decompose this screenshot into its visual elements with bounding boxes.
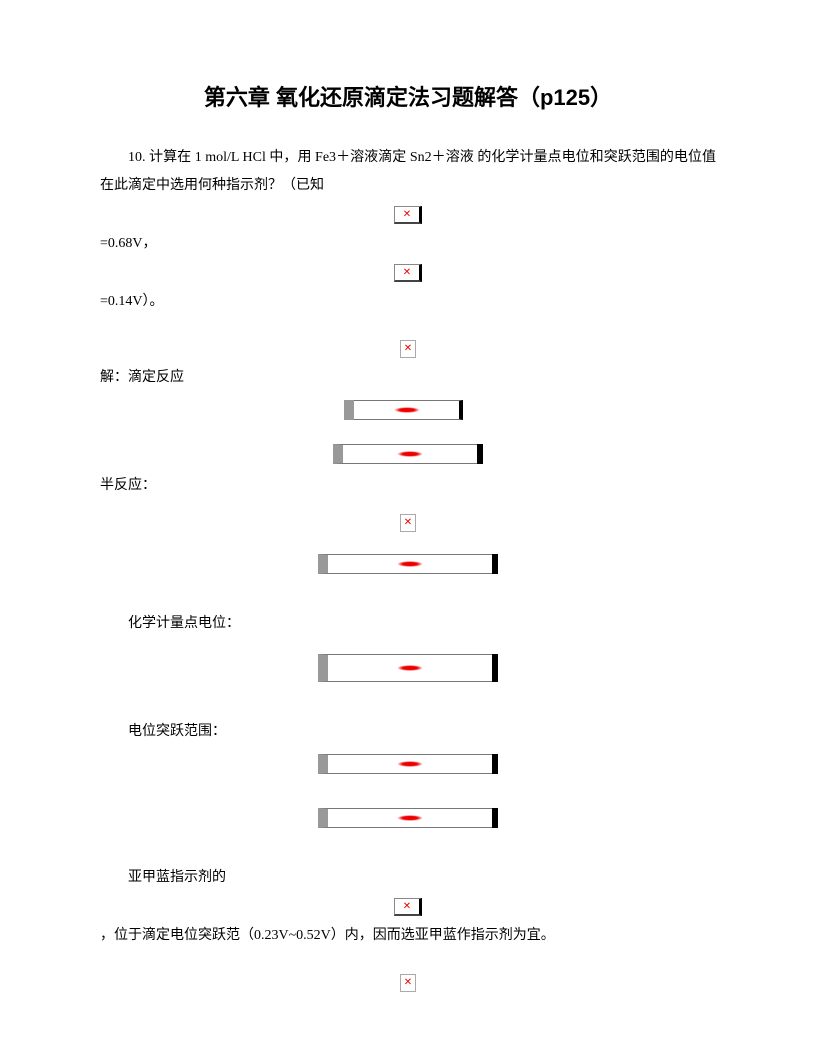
- broken-image-icon: [400, 340, 416, 358]
- indicator-label: 亚甲蓝指示剂的: [100, 864, 716, 892]
- solution-label: 解：滴定反应: [100, 364, 716, 392]
- jump-range-label: 电位突跃范围：: [100, 718, 716, 746]
- broken-image-icon: [400, 514, 416, 532]
- broken-image-icon: [400, 974, 416, 992]
- page-title: 第六章 氧化还原滴定法习题解答（p125）: [100, 80, 716, 112]
- value-2: =0.14V）。: [100, 288, 716, 316]
- broken-equation-image: [318, 654, 498, 682]
- broken-equation-image: [333, 444, 483, 464]
- half-reaction-label: 半反应：: [100, 472, 716, 500]
- document-body: 10. 计算在 1 mol/L HCl 中，用 Fe3＋溶液滴定 Sn2＋溶液 …: [100, 144, 716, 992]
- broken-equation-image: [318, 554, 498, 574]
- broken-equation-image: [318, 754, 498, 774]
- equiv-point-label: 化学计量点电位：: [100, 610, 716, 638]
- broken-image-icon: [394, 898, 422, 916]
- broken-equation-image: [318, 808, 498, 828]
- broken-image-icon: [394, 264, 422, 282]
- problem-statement: 10. 计算在 1 mol/L HCl 中，用 Fe3＋溶液滴定 Sn2＋溶液 …: [100, 144, 716, 200]
- value-1: =0.68V，: [100, 230, 716, 258]
- broken-equation-image: [353, 400, 463, 420]
- broken-image-icon: [394, 206, 422, 224]
- conclusion: ，位于滴定电位突跃范（0.23V~0.52V）内，因而选亚甲蓝作指示剂为宜。: [100, 922, 716, 950]
